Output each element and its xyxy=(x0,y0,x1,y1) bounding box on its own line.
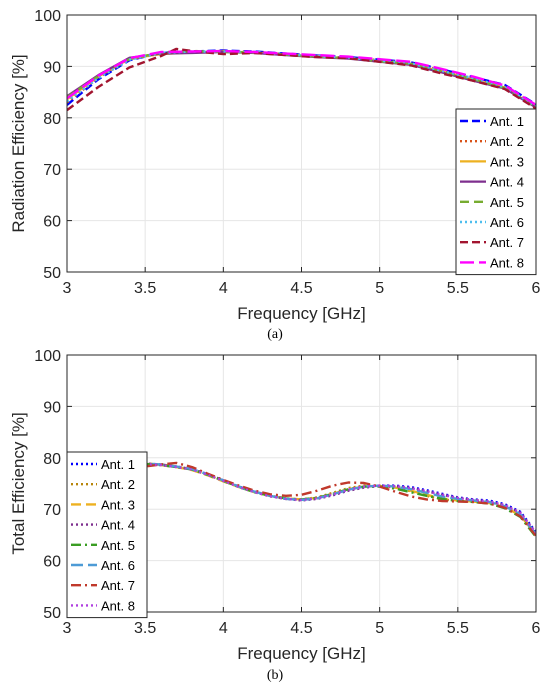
series-line-ant-7 xyxy=(67,47,536,112)
legend-label-ant-6: Ant. 6 xyxy=(490,215,524,230)
x-tick-label: 5 xyxy=(375,620,384,637)
legend-label-ant-5: Ant. 5 xyxy=(101,538,135,553)
chart-a-radiation-efficiency: 3 3.5 4 4.5 5 5.5 6 50 60 70 80 90 100 Frequency [GHz… xyxy=(9,8,541,342)
legend-label-ant-2: Ant. 2 xyxy=(101,477,135,492)
x-tick-label: 5.5 xyxy=(447,620,469,637)
y-tick-label: 80 xyxy=(43,111,61,128)
legend-label-ant-6: Ant. 6 xyxy=(101,558,135,573)
legend-label-ant-8: Ant. 8 xyxy=(490,255,524,270)
x-tick-label: 3.5 xyxy=(134,620,156,637)
x-tick-label: 4.5 xyxy=(290,280,312,297)
legend-label-ant-2: Ant. 2 xyxy=(490,134,524,149)
x-axis-label: Frequency [GHz] xyxy=(237,304,366,323)
legend-label-ant-1: Ant. 1 xyxy=(101,457,135,472)
legend: Ant. 1 Ant. 2 Ant. 3 Ant. 4 Ant. 5 Ant. 6 Ant.… xyxy=(66,451,148,619)
y-tick-label: 60 xyxy=(43,214,61,231)
y-tick-label: 90 xyxy=(43,59,61,76)
legend-label-ant-4: Ant. 4 xyxy=(101,518,135,533)
y-axis-label: Radiation Efficiency [%] xyxy=(9,54,28,232)
x-tick-label: 3.5 xyxy=(134,280,156,297)
y-tick-label: 100 xyxy=(34,348,61,365)
legend-label-ant-5: Ant. 5 xyxy=(490,195,524,210)
x-tick-label: 3 xyxy=(63,280,72,297)
x-tick-label: 3 xyxy=(63,620,72,637)
y-tick-label: 80 xyxy=(43,451,61,468)
figure-caption: (b) xyxy=(267,668,284,683)
chart-b-total-efficiency: 3 3.5 4 4.5 5 5.5 6 50 60 70 80 90 100 Frequency [GHz… xyxy=(9,348,541,683)
y-tick-label: 50 xyxy=(43,265,61,282)
y-tick-label: 90 xyxy=(43,399,61,416)
legend-label-ant-7: Ant. 7 xyxy=(101,578,135,593)
y-tick-label: 60 xyxy=(43,554,61,571)
series-line-ant-6 xyxy=(67,50,536,108)
series-line-ant-8 xyxy=(67,49,536,106)
legend-label-ant-7: Ant. 7 xyxy=(490,235,524,250)
legend-box xyxy=(455,108,537,276)
x-tick-label: 4 xyxy=(219,280,228,297)
legend-label-ant-1: Ant. 1 xyxy=(490,114,524,129)
y-tick-label: 70 xyxy=(43,162,61,179)
series-group xyxy=(67,47,536,112)
y-tick-label: 50 xyxy=(43,605,61,622)
x-tick-label: 6 xyxy=(532,280,541,297)
legend-label-ant-4: Ant. 4 xyxy=(490,175,524,190)
x-tick-label: 5.5 xyxy=(447,280,469,297)
legend-box xyxy=(66,451,148,619)
x-tick-label: 6 xyxy=(532,620,541,637)
y-axis-label: Total Efficiency [%] xyxy=(9,412,28,554)
legend: Ant. 1 Ant. 2 Ant. 3 Ant. 4 Ant. 5 Ant. 6 Ant.… xyxy=(455,108,537,276)
legend-label-ant-3: Ant. 3 xyxy=(101,497,135,512)
x-tick-label: 4.5 xyxy=(290,620,312,637)
legend-label-ant-3: Ant. 3 xyxy=(490,154,524,169)
x-tick-label: 5 xyxy=(375,280,384,297)
figure-caption: (a) xyxy=(267,327,283,342)
x-axis-label: Frequency [GHz] xyxy=(237,644,366,663)
legend-label-ant-8: Ant. 8 xyxy=(101,598,135,613)
y-tick-label: 100 xyxy=(34,8,61,25)
y-tick-label: 70 xyxy=(43,502,61,519)
x-tick-label: 4 xyxy=(219,620,228,637)
